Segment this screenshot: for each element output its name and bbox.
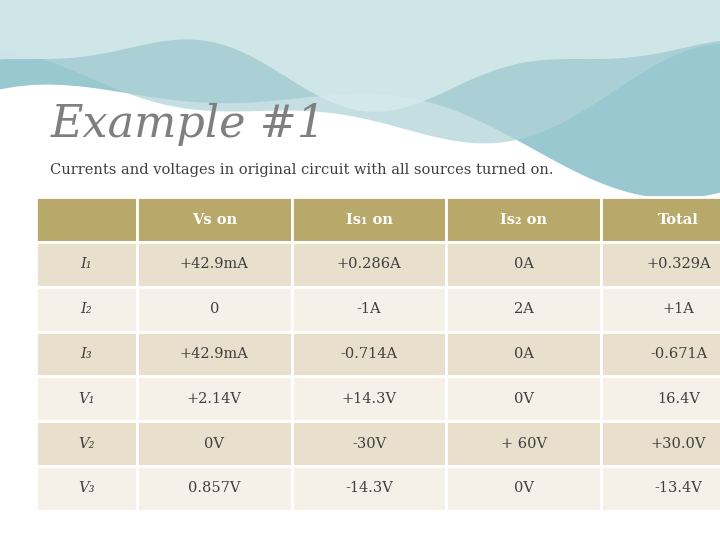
FancyBboxPatch shape (36, 466, 137, 511)
Text: 0.857V: 0.857V (188, 482, 240, 495)
FancyBboxPatch shape (292, 332, 446, 376)
FancyBboxPatch shape (446, 421, 601, 466)
Text: + 60V: + 60V (500, 437, 547, 450)
Text: I₁: I₁ (81, 258, 92, 271)
Text: +30.0V: +30.0V (651, 437, 706, 450)
Text: I₃: I₃ (81, 347, 92, 361)
FancyBboxPatch shape (446, 242, 601, 287)
Text: V₃: V₃ (78, 482, 94, 495)
Text: -1A: -1A (356, 302, 382, 316)
Text: +42.9mA: +42.9mA (180, 258, 248, 271)
FancyBboxPatch shape (292, 466, 446, 511)
Text: +0.329A: +0.329A (647, 258, 711, 271)
Text: +2.14V: +2.14V (186, 392, 242, 406)
Text: Vs on: Vs on (192, 213, 237, 226)
FancyBboxPatch shape (292, 242, 446, 287)
Text: Total: Total (658, 213, 699, 226)
FancyBboxPatch shape (36, 242, 137, 287)
FancyBboxPatch shape (36, 287, 137, 332)
FancyBboxPatch shape (601, 332, 720, 376)
Text: Example #1: Example #1 (50, 103, 325, 146)
Text: Is₂ on: Is₂ on (500, 213, 547, 226)
Text: V₂: V₂ (78, 437, 94, 450)
Text: 2A: 2A (514, 302, 534, 316)
FancyBboxPatch shape (36, 421, 137, 466)
Text: I₂: I₂ (81, 302, 92, 316)
FancyBboxPatch shape (601, 466, 720, 511)
FancyBboxPatch shape (36, 332, 137, 376)
FancyBboxPatch shape (137, 421, 292, 466)
FancyBboxPatch shape (36, 376, 137, 421)
Text: -30V: -30V (352, 437, 386, 450)
Text: +1A: +1A (662, 302, 695, 316)
Text: 0V: 0V (204, 437, 224, 450)
FancyBboxPatch shape (137, 197, 292, 242)
Text: +14.3V: +14.3V (341, 392, 397, 406)
Text: V₁: V₁ (78, 392, 94, 406)
Text: +0.286A: +0.286A (337, 258, 401, 271)
FancyBboxPatch shape (601, 376, 720, 421)
Text: Is₁ on: Is₁ on (346, 213, 392, 226)
Text: 0: 0 (210, 302, 219, 316)
FancyBboxPatch shape (292, 287, 446, 332)
Text: -0.671A: -0.671A (650, 347, 707, 361)
Text: -13.4V: -13.4V (654, 482, 703, 495)
FancyBboxPatch shape (601, 421, 720, 466)
FancyBboxPatch shape (601, 287, 720, 332)
FancyBboxPatch shape (446, 466, 601, 511)
FancyBboxPatch shape (601, 242, 720, 287)
FancyBboxPatch shape (36, 197, 137, 242)
Text: +42.9mA: +42.9mA (180, 347, 248, 361)
FancyBboxPatch shape (446, 197, 601, 242)
Text: 0V: 0V (514, 392, 534, 406)
Text: 0A: 0A (514, 347, 534, 361)
Text: Currents and voltages in original circuit with all sources turned on.: Currents and voltages in original circui… (50, 163, 554, 177)
Text: -0.714A: -0.714A (341, 347, 397, 361)
FancyBboxPatch shape (137, 332, 292, 376)
FancyBboxPatch shape (292, 376, 446, 421)
Polygon shape (0, 0, 720, 144)
FancyBboxPatch shape (446, 287, 601, 332)
FancyBboxPatch shape (601, 197, 720, 242)
FancyBboxPatch shape (137, 466, 292, 511)
FancyBboxPatch shape (137, 242, 292, 287)
Text: 0A: 0A (514, 258, 534, 271)
FancyBboxPatch shape (292, 421, 446, 466)
Polygon shape (0, 0, 720, 199)
FancyBboxPatch shape (137, 287, 292, 332)
FancyBboxPatch shape (446, 332, 601, 376)
Text: 0V: 0V (514, 482, 534, 495)
Text: -14.3V: -14.3V (345, 482, 393, 495)
FancyBboxPatch shape (446, 376, 601, 421)
FancyBboxPatch shape (137, 376, 292, 421)
FancyBboxPatch shape (292, 197, 446, 242)
Polygon shape (0, 0, 720, 112)
Text: 16.4V: 16.4V (657, 392, 700, 406)
